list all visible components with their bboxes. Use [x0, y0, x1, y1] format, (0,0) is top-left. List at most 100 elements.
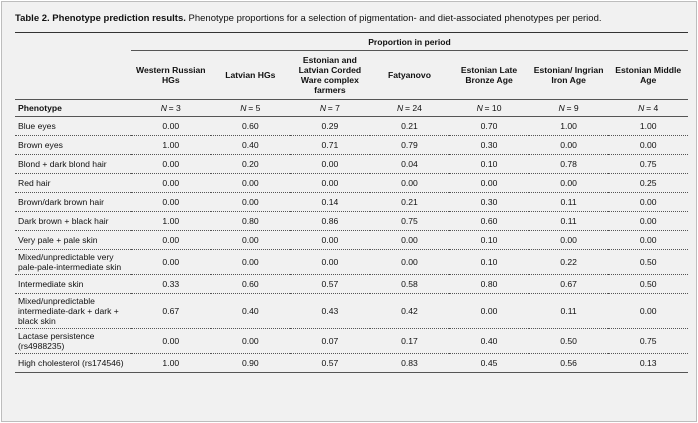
phenotype: Very pale + pale skin [15, 230, 131, 250]
data-row: Very pale + pale skin 0.00 0.00 0.00 0.00 0.1… [15, 230, 688, 250]
caption: Table 2. Phenotype prediction results. P… [15, 13, 602, 24]
n-symbol: N [476, 103, 483, 113]
proportion: 0.50 [608, 249, 688, 275]
caption-text: Phenotype proportions for a selection of… [188, 13, 602, 24]
data-row: Mixed/unpredictable very pale-pale-inter… [15, 249, 688, 275]
proportion: 0.00 [369, 173, 450, 193]
n-value: = 7 [327, 103, 340, 113]
proportion: 0.90 [210, 353, 291, 373]
sample-size: N = 7 [290, 99, 370, 117]
proportion: 0.67 [528, 274, 609, 294]
proportion: 0.00 [131, 173, 211, 193]
n-symbol: N [397, 103, 404, 113]
proportion: 0.80 [449, 274, 529, 294]
sample-size: N = 5 [210, 99, 291, 117]
blank-cell [15, 51, 131, 100]
n-value: = 4 [646, 103, 659, 113]
proportion: 0.11 [528, 211, 609, 231]
proportion: 1.00 [608, 116, 688, 136]
proportion: 0.10 [449, 154, 529, 174]
proportion: 0.00 [210, 173, 291, 193]
sample-size: N = 9 [528, 99, 609, 117]
proportion: 0.00 [608, 293, 688, 329]
proportion: 0.40 [449, 328, 529, 354]
proportion: 0.00 [528, 173, 609, 193]
proportion: 1.00 [131, 353, 211, 373]
data-row: Blond + dark blond hair 0.00 0.20 0.00 0.04 0… [15, 154, 688, 174]
proportion: 0.10 [449, 230, 529, 250]
proportion: 0.00 [290, 249, 370, 275]
proportion: 0.45 [449, 353, 529, 373]
table: Proportion in period Western Russian HGs L… [15, 32, 688, 373]
table-head: Proportion in period Western Russian HGs L… [15, 32, 688, 117]
caption-title: Table 2. Phenotype prediction results. [15, 13, 186, 24]
n-value: = 10 [484, 103, 502, 113]
n-symbol: N [240, 103, 247, 113]
n-symbol: N [319, 103, 327, 113]
proportion: 0.67 [131, 293, 211, 329]
proportion: 0.00 [528, 135, 609, 155]
data-row: Brown/dark brown hair 0.00 0.00 0.14 0.21 0.3… [15, 192, 688, 212]
proportion: 0.00 [608, 211, 688, 231]
proportion: 0.75 [608, 154, 688, 174]
proportion: 0.11 [528, 293, 609, 329]
proportion: 1.00 [528, 116, 609, 136]
proportion: 0.00 [290, 173, 370, 193]
proportion: 0.00 [528, 230, 609, 250]
proportion: 0.40 [210, 135, 291, 155]
proportion: 0.79 [369, 135, 450, 155]
n-symbol: N [638, 103, 645, 113]
proportion: 0.80 [210, 211, 291, 231]
sample-size: N = 24 [369, 99, 450, 117]
proportion: 0.60 [449, 211, 529, 231]
phenotype: Blond + dark blond hair [15, 154, 131, 174]
proportion: 0.00 [210, 192, 291, 212]
proportion: 0.70 [449, 116, 529, 136]
data-row: Red hair 0.00 0.00 0.00 0.00 0.00 0.00 0.25 [15, 173, 688, 193]
proportion: 0.13 [608, 353, 688, 373]
blank-cell [15, 33, 131, 51]
column-header: Estonian Late Bronze Age [460, 65, 518, 85]
proportion: 0.33 [131, 274, 211, 294]
phenotype: Mixed/unpredictable very pale-pale-inter… [15, 249, 131, 275]
phenotype: Dark brown + black hair [15, 211, 131, 231]
proportion: 0.00 [131, 328, 211, 354]
proportion: 0.83 [369, 353, 450, 373]
proportion: 0.57 [290, 353, 370, 373]
data-row: Intermediate skin 0.33 0.60 0.57 0.58 0.80 0.6… [15, 274, 688, 294]
proportion: 0.60 [210, 274, 291, 294]
phenotype: High cholesterol (rs174546) [15, 353, 131, 373]
proportion: 0.04 [369, 154, 450, 174]
proportion: 0.40 [210, 293, 291, 329]
row-header: Phenotype [15, 99, 131, 117]
header-row: Western Russian HGs Latvian HGs Estonian a… [15, 51, 688, 100]
proportion: 0.00 [131, 116, 211, 136]
proportion: 0.30 [449, 192, 529, 212]
proportion: 0.56 [528, 353, 609, 373]
proportion: 0.78 [528, 154, 609, 174]
proportion: 0.00 [210, 249, 291, 275]
proportion: 0.00 [608, 135, 688, 155]
data-row: Dark brown + black hair 1.00 0.80 0.86 0.75 0… [15, 211, 688, 231]
proportion: 0.00 [449, 293, 529, 329]
proportion: 0.22 [528, 249, 609, 275]
proportion: 0.75 [608, 328, 688, 354]
n-value: = 9 [566, 103, 579, 113]
proportion: 0.42 [369, 293, 450, 329]
column-header: Western Russian HGs [135, 65, 206, 85]
n-value: = 5 [248, 103, 261, 113]
column-header: Estonian Middle Age [615, 65, 682, 85]
proportion: 0.00 [131, 154, 211, 174]
proportion: 0.60 [210, 116, 291, 136]
column-header: Estonian and Latvian Corded Ware complex… [298, 55, 362, 95]
proportion: 0.00 [290, 154, 370, 174]
phenotype: Brown/dark brown hair [15, 192, 131, 212]
proportion: 0.75 [369, 211, 450, 231]
data-row: Brown eyes 1.00 0.40 0.71 0.79 0.30 0.00 0.00 [15, 135, 688, 155]
proportion: 0.00 [369, 230, 450, 250]
phenotype: Intermediate skin [15, 274, 131, 294]
proportion: 0.00 [210, 230, 291, 250]
